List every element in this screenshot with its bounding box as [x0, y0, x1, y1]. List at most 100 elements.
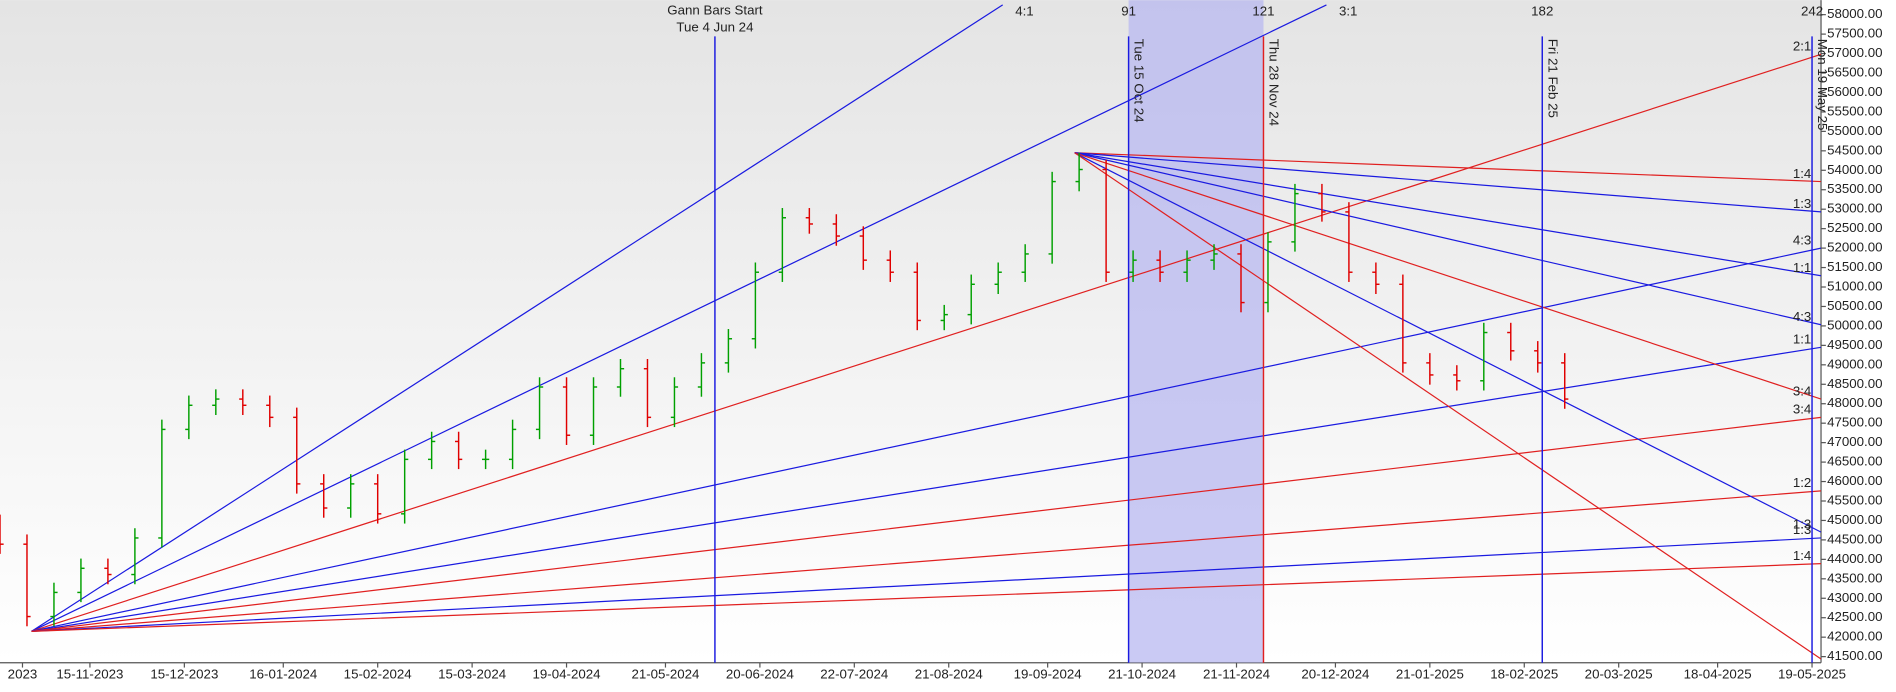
plot-layer — [0, 0, 1822, 663]
event-count: 121 — [1252, 4, 1274, 19]
y-tick-label: 45000.00 — [1827, 512, 1882, 527]
y-tick-label: 46000.00 — [1827, 473, 1882, 488]
y-tick-label: 43000.00 — [1827, 590, 1882, 605]
fan-label: 4:3 — [1793, 309, 1812, 324]
y-tick-label: 50000.00 — [1827, 317, 1882, 332]
y-tick-label: 48000.00 — [1827, 395, 1882, 410]
plot-area — [0, 0, 1822, 663]
gann-fan-line — [31, 563, 1822, 632]
y-tick-label: 43500.00 — [1827, 570, 1882, 585]
y-tick-label: 56500.00 — [1827, 65, 1882, 80]
fan-label: 1:3 — [1793, 196, 1812, 211]
fan-label: 4:3 — [1793, 232, 1812, 247]
fan-label: 1:3 — [1793, 522, 1812, 537]
x-tick-label: 2023 — [8, 666, 38, 681]
x-tick-label: 15-03-2024 — [438, 666, 506, 681]
axis-area — [1821, 0, 1896, 687]
x-tick-label: 15-12-2023 — [150, 666, 218, 681]
x-tick-label: 19-04-2024 — [533, 666, 601, 681]
y-tick-label: 51500.00 — [1827, 259, 1882, 274]
gann-fan-line — [31, 537, 1822, 632]
fan-label: 1:4 — [1793, 548, 1812, 563]
event-title: Gann Bars Start — [667, 2, 763, 17]
gann-fan-line — [31, 4, 1327, 632]
y-tick-label: 55500.00 — [1827, 103, 1882, 118]
x-tick-label: 22-07-2024 — [820, 666, 888, 681]
y-tick-label: 49500.00 — [1827, 337, 1882, 352]
y-tick-label: 42500.00 — [1827, 609, 1882, 624]
x-tick-label: 15-02-2024 — [344, 666, 412, 681]
x-tick-label: 21-05-2024 — [631, 666, 699, 681]
event-count: 242 — [1801, 4, 1823, 19]
x-tick-label: 21-01-2025 — [1396, 666, 1464, 681]
x-tick-label: 16-01-2024 — [249, 666, 317, 681]
event-date: Tue 15 Oct 24 — [1132, 39, 1147, 123]
x-tick-label: 21-08-2024 — [915, 666, 983, 681]
gann-fan-line — [31, 53, 1822, 632]
fan-label: 1:1 — [1793, 332, 1812, 347]
gann-fan-line — [1074, 152, 1822, 183]
y-tick-label: 44000.00 — [1827, 551, 1882, 566]
gann-fan-line — [31, 346, 1822, 632]
y-tick-label: 55000.00 — [1827, 123, 1882, 138]
gann-fan-line — [31, 490, 1822, 632]
y-tick-label: 57000.00 — [1827, 45, 1882, 60]
x-tick-label: 20-03-2025 — [1585, 666, 1653, 681]
gann-fan-line — [1074, 152, 1822, 213]
fan-label: 3:1 — [1339, 4, 1358, 19]
gann-fan-line — [1074, 152, 1822, 277]
y-tick-label: 46500.00 — [1827, 454, 1882, 469]
fan-label: 3:4 — [1793, 402, 1812, 417]
x-tick-label: 19-05-2025 — [1778, 666, 1846, 681]
fan-label: 1:4 — [1793, 166, 1812, 181]
highlight-band — [1128, 0, 1264, 663]
gann-fan-line — [31, 247, 1822, 632]
event-count: 182 — [1531, 4, 1553, 19]
gann-fan-line — [31, 416, 1822, 632]
x-tick-label: 19-09-2024 — [1014, 666, 1082, 681]
event-date: Thu 28 Nov 24 — [1267, 39, 1282, 126]
y-tick-label: 54000.00 — [1827, 162, 1882, 177]
gann-fan-line — [1074, 152, 1822, 400]
fan-label: 1:1 — [1793, 260, 1812, 275]
y-tick-label: 52000.00 — [1827, 240, 1882, 255]
gann-fan-line — [31, 4, 1004, 632]
x-tick-label: 20-12-2024 — [1301, 666, 1369, 681]
event-title: Tue 4 Jun 24 — [676, 19, 753, 34]
event-date: Fri 21 Feb 25 — [1545, 39, 1560, 118]
y-tick-label: 52500.00 — [1827, 220, 1882, 235]
x-tick-label: 21-10-2024 — [1108, 666, 1176, 681]
y-tick-label: 56000.00 — [1827, 84, 1882, 99]
event-date: Mon 19 May 25 — [1815, 39, 1830, 131]
y-tick-label: 51000.00 — [1827, 279, 1882, 294]
y-tick-label: 54500.00 — [1827, 142, 1882, 157]
event-count: 91 — [1121, 4, 1136, 19]
x-tick-label: 18-02-2025 — [1490, 666, 1558, 681]
x-tick-label: 15-11-2023 — [56, 666, 123, 681]
fan-label: 4:1 — [1015, 4, 1034, 19]
x-tick-label: 20-06-2024 — [726, 666, 794, 681]
y-tick-label: 47000.00 — [1827, 434, 1882, 449]
x-tick-label: 18-04-2025 — [1684, 666, 1752, 681]
y-tick-label: 45500.00 — [1827, 493, 1882, 508]
y-tick-label: 49000.00 — [1827, 356, 1882, 371]
gann-fan-line — [1074, 152, 1822, 533]
fan-label: 3:4 — [1793, 383, 1812, 398]
y-tick-label: 44500.00 — [1827, 531, 1882, 546]
y-tick-label: 48500.00 — [1827, 376, 1882, 391]
fan-label: 1:3 — [1793, 516, 1812, 531]
y-tick-label: 42000.00 — [1827, 629, 1882, 644]
y-tick-label: 53000.00 — [1827, 201, 1882, 216]
gann-fan-line — [1074, 152, 1822, 326]
y-tick-label: 50500.00 — [1827, 298, 1882, 313]
fan-label: 2:1 — [1793, 39, 1812, 54]
y-tick-label: 53500.00 — [1827, 181, 1882, 196]
fan-label: 1:2 — [1793, 475, 1812, 490]
y-tick-label: 47500.00 — [1827, 415, 1882, 430]
x-tick-label: 21-11-2024 — [1203, 666, 1270, 681]
y-tick-label: 58000.00 — [1827, 6, 1882, 21]
y-tick-label: 57500.00 — [1827, 26, 1882, 41]
y-tick-label: 41500.00 — [1827, 648, 1882, 663]
